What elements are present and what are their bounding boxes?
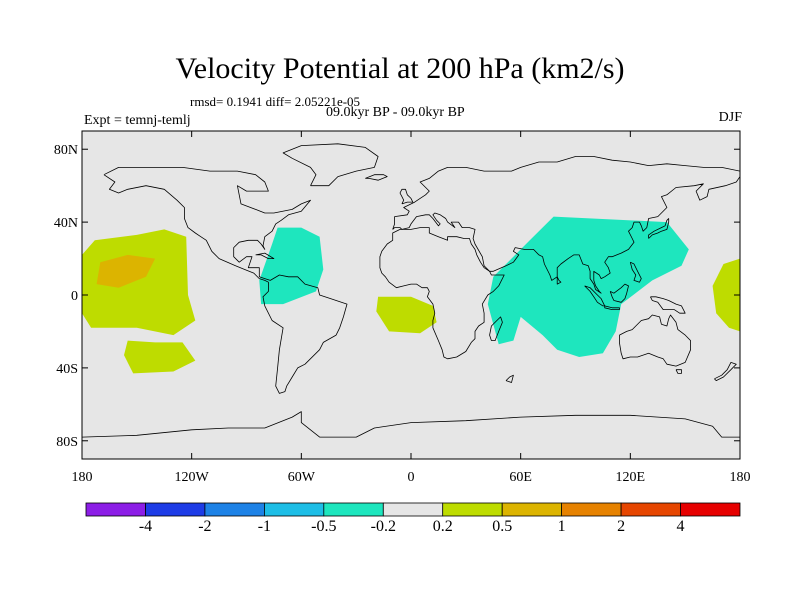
coastline-4 bbox=[379, 227, 505, 360]
coastline-0 bbox=[103, 167, 348, 394]
y-tick-label: 0 bbox=[71, 289, 78, 304]
coastline-12 bbox=[604, 305, 620, 310]
coastline-20 bbox=[505, 374, 514, 383]
region-central-pacific-core bbox=[96, 254, 156, 288]
colorbar-swatch bbox=[442, 502, 503, 517]
coastline-9 bbox=[584, 285, 606, 307]
map-title: Velocity Potential at 200 hPa (km2/s) bbox=[175, 52, 625, 85]
colorbar-label: 2 bbox=[617, 518, 626, 535]
coastline-3 bbox=[392, 176, 740, 294]
x-tick-label: 0 bbox=[408, 470, 415, 485]
colorbar-label: 0.2 bbox=[432, 518, 453, 535]
experiment-text: Expt = temnj-temlj bbox=[84, 113, 191, 128]
contour-regions bbox=[82, 216, 740, 374]
y-tick-label: 80N bbox=[54, 143, 78, 158]
coastline-2 bbox=[392, 156, 740, 230]
coastlines bbox=[82, 143, 740, 438]
coastline-10 bbox=[609, 283, 629, 303]
colorbar-swatch bbox=[263, 502, 325, 517]
colorbar-swatch bbox=[85, 502, 146, 517]
x-tick-label: 180 bbox=[72, 470, 93, 485]
region-south-atlantic-positive bbox=[376, 296, 437, 334]
colorbar-label: 1 bbox=[557, 518, 566, 535]
coastline-19 bbox=[255, 252, 275, 259]
x-tick-label: 60E bbox=[509, 470, 532, 485]
colorbar-label: -1 bbox=[257, 518, 272, 535]
axis-ticks: 180 120W 60W 0 60E 120E 180 80N 40N 0 40S 80S bbox=[54, 131, 751, 485]
coastline-8 bbox=[648, 218, 670, 239]
y-tick-label: 40S bbox=[56, 362, 78, 377]
x-tick-label: 60W bbox=[288, 470, 316, 485]
coastline-17 bbox=[675, 369, 682, 374]
colorbar-swatch bbox=[561, 502, 622, 517]
x-tick-label: 120W bbox=[175, 470, 210, 485]
colorbar-label: -2 bbox=[198, 518, 212, 535]
x-tick-label: 180 bbox=[730, 470, 751, 485]
coastline-14 bbox=[714, 362, 737, 381]
x-tick-label: 120E bbox=[616, 470, 646, 485]
region-south-pacific-positive bbox=[124, 340, 196, 374]
region-east-pacific-positive bbox=[712, 258, 740, 332]
region-central-pacific-positive bbox=[82, 229, 196, 336]
colorbar-label: -4 bbox=[138, 518, 153, 535]
colorbar-label: 0.5 bbox=[492, 518, 513, 535]
colorbar-label: -0.5 bbox=[311, 518, 337, 535]
coastline-6 bbox=[489, 316, 503, 341]
period-text: 09.0kyr BP - 09.0kyr BP bbox=[326, 105, 465, 120]
colorbar-swatch bbox=[382, 502, 444, 517]
coastline-7 bbox=[399, 188, 414, 205]
season-text: DJF bbox=[718, 110, 742, 125]
colorbar-swatch bbox=[204, 502, 265, 517]
colorbar-swatch bbox=[680, 502, 741, 517]
y-tick-label: 40N bbox=[54, 216, 78, 231]
colorbar-label: 4 bbox=[676, 518, 685, 535]
colorbar-swatch bbox=[501, 502, 563, 517]
colorbar-label: -0.2 bbox=[370, 518, 396, 535]
coastline-11 bbox=[650, 296, 686, 314]
y-tick-label: 80S bbox=[56, 435, 78, 450]
coastline-1 bbox=[282, 143, 379, 187]
stats-text: rmsd= 0.1941 diff= 2.05221e-05 bbox=[190, 94, 361, 109]
colorbar-swatch bbox=[145, 502, 206, 517]
coastline-13 bbox=[629, 261, 642, 283]
colorbar bbox=[85, 502, 741, 517]
colorbar-swatch bbox=[323, 502, 384, 517]
coastline-5 bbox=[619, 314, 691, 367]
coastline-16 bbox=[365, 174, 388, 181]
colorbar-swatch bbox=[620, 502, 681, 517]
coastline-15 bbox=[82, 411, 740, 438]
coastline-18 bbox=[556, 276, 562, 285]
